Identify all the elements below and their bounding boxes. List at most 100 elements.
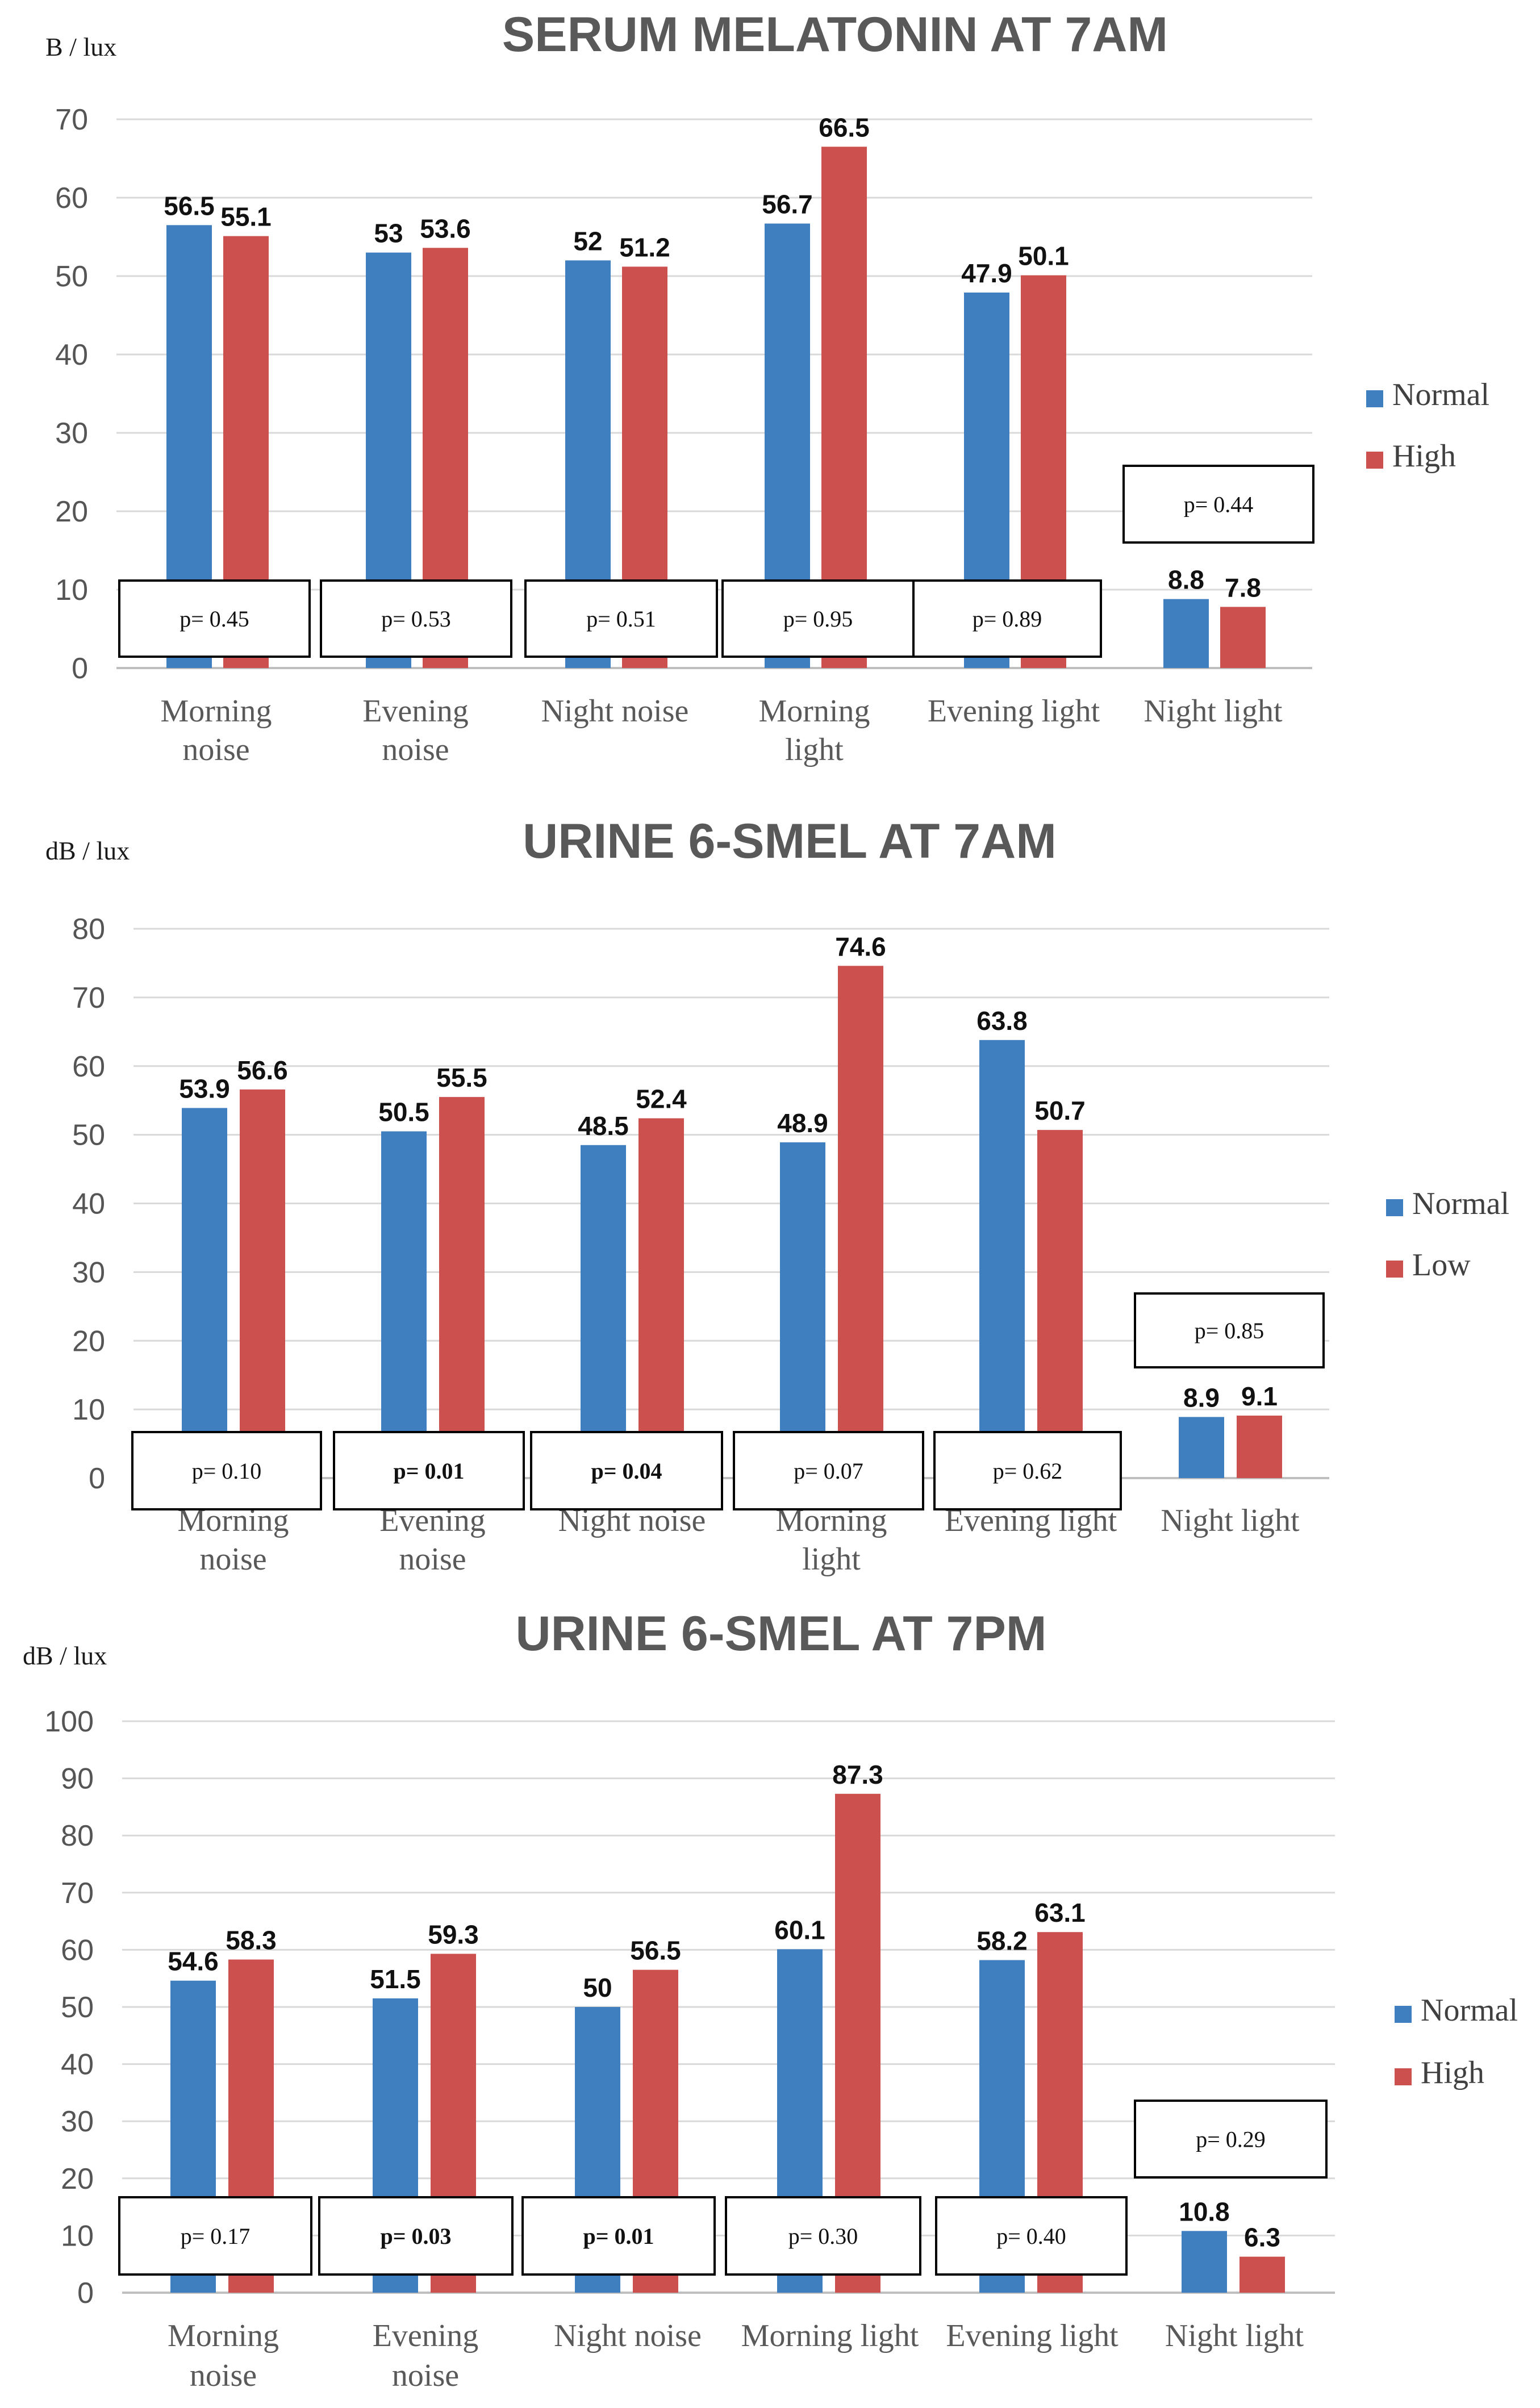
- y-tick-label: 0: [77, 2277, 94, 2310]
- category-label: noise: [182, 732, 249, 767]
- data-label: 50.5: [378, 1097, 429, 1127]
- data-label: 56.7: [762, 190, 813, 219]
- p-value-box: [733, 1431, 924, 1510]
- data-label: 8.9: [1183, 1383, 1220, 1412]
- data-label: 48.5: [578, 1111, 629, 1141]
- p-value-box: [524, 579, 718, 658]
- legend-swatch-normal: [1366, 390, 1383, 407]
- data-label: 60.1: [774, 1915, 825, 1944]
- p-value-label: p= 0.04: [591, 1458, 662, 1484]
- y-axis-label: dB / lux: [23, 1641, 107, 1670]
- data-label: 10.8: [1179, 2197, 1230, 2226]
- data-label: 6.3: [1244, 2223, 1280, 2252]
- category-label: Night light: [1143, 694, 1283, 729]
- p-value-label: p= 0.01: [393, 1458, 464, 1484]
- chart-urine-6smel-7pm: URINE 6-SMEL AT 7PM dB / lux 0 10 20 30 40 50 60…: [0, 1585, 1540, 2408]
- p-value-label: p= 0.01: [583, 2223, 654, 2249]
- y-tick-label: 10: [61, 2219, 94, 2252]
- data-label: 53.6: [420, 214, 471, 243]
- bar-normal: [1179, 1417, 1224, 1478]
- p-value-box: [333, 1431, 525, 1510]
- y-tick-label: 20: [55, 495, 88, 528]
- y-tick-label: 60: [72, 1050, 105, 1083]
- data-label: 56.6: [237, 1055, 288, 1085]
- y-tick-label: 0: [89, 1462, 105, 1495]
- data-label: 50.1: [1018, 241, 1069, 271]
- p-value-label: p= 0.29: [1196, 2127, 1266, 2152]
- data-label: 9.1: [1241, 1382, 1278, 1411]
- data-label: 50.7: [1034, 1096, 1086, 1125]
- y-tick-label: 20: [61, 2163, 94, 2196]
- y-tick-label: 70: [55, 103, 88, 136]
- data-label: 51.2: [619, 232, 670, 262]
- chart-urine-6smel-7am: URINE 6-SMEL AT 7AM dB / lux 0 10 20 30 40 50 60…: [0, 792, 1540, 1585]
- p-value-box: [118, 579, 311, 658]
- data-label: 56.5: [164, 191, 215, 220]
- category-label: noise: [382, 732, 449, 767]
- p-value-label: p= 0.40: [996, 2223, 1066, 2249]
- data-label: 58.3: [226, 1926, 277, 1955]
- data-label: 47.9: [961, 258, 1012, 288]
- category-label: Morning: [759, 694, 870, 729]
- legend-label: High: [1421, 2055, 1484, 2090]
- data-label: 55.5: [436, 1063, 487, 1092]
- bar-low: [1237, 1416, 1282, 1478]
- category-label: light: [785, 732, 844, 767]
- data-label: 58.2: [976, 1926, 1028, 1956]
- category-label: Night light: [1165, 2318, 1304, 2353]
- category-label: Night noise: [541, 694, 689, 729]
- data-label: 48.9: [777, 1108, 828, 1138]
- y-tick-label: 80: [72, 913, 105, 946]
- bar-low: [638, 1118, 684, 1478]
- chart-svg: URINE 6-SMEL AT 7PM dB / lux 0 10 20 30 40 50 60…: [23, 1606, 1518, 2393]
- y-tick-label: 30: [61, 2105, 94, 2138]
- y-tick-label: 70: [72, 982, 105, 1015]
- category-label: Morning light: [741, 2318, 919, 2353]
- category-label: Evening: [373, 2318, 479, 2353]
- data-label: 53.9: [179, 1074, 230, 1103]
- p-value-label: p= 0.51: [586, 606, 656, 632]
- y-tick-label: 90: [61, 1763, 94, 1796]
- category-label: Night light: [1161, 1503, 1300, 1538]
- category-label: Night noise: [554, 2318, 702, 2353]
- legend-swatch-normal: [1395, 2006, 1412, 2023]
- bar-normal: [979, 1040, 1025, 1478]
- bar-normal: [1163, 599, 1209, 668]
- p-value-label: p= 0.30: [788, 2223, 858, 2249]
- category-label: noise: [199, 1542, 266, 1577]
- bar-low: [838, 966, 883, 1478]
- p-value-label: p= 0.85: [1195, 1318, 1264, 1343]
- y-tick-label: 100: [44, 1705, 94, 1738]
- data-label: 87.3: [832, 1760, 883, 1789]
- legend-swatch-low: [1386, 1261, 1403, 1278]
- data-label: 7.8: [1225, 573, 1261, 602]
- category-label: noise: [399, 1542, 466, 1577]
- y-tick-label: 10: [55, 574, 88, 607]
- chart-title: URINE 6-SMEL AT 7PM: [516, 1606, 1047, 1661]
- bar-normal: [581, 1145, 626, 1478]
- p-value-box: [521, 2196, 716, 2276]
- p-value-box: [935, 2196, 1128, 2276]
- data-label: 59.3: [428, 1919, 479, 1949]
- y-tick-label: 40: [55, 339, 88, 372]
- p-value-box: [530, 1431, 723, 1510]
- y-tick-label: 40: [61, 2048, 94, 2081]
- data-label: 52.4: [636, 1084, 687, 1114]
- p-value-box: [725, 2196, 921, 2276]
- legend-label: Normal: [1392, 377, 1489, 412]
- data-label: 8.8: [1168, 565, 1204, 595]
- y-tick-label: 60: [55, 182, 88, 215]
- p-value-box: [933, 1431, 1122, 1510]
- y-tick-label: 50: [72, 1119, 105, 1152]
- chart-svg: URINE 6-SMEL AT 7AM dB / lux 0 10 20 30 40 50 60…: [45, 814, 1509, 1577]
- data-label: 51.5: [370, 1964, 421, 1994]
- legend-swatch-normal: [1386, 1199, 1403, 1216]
- bar-normal: [1182, 2231, 1227, 2293]
- bar-low: [439, 1097, 485, 1478]
- data-label: 50: [583, 1973, 612, 2002]
- legend-label: Low: [1412, 1247, 1471, 1283]
- category-label: Evening light: [928, 694, 1100, 729]
- data-label: 53: [374, 219, 403, 248]
- bar-normal: [182, 1108, 227, 1478]
